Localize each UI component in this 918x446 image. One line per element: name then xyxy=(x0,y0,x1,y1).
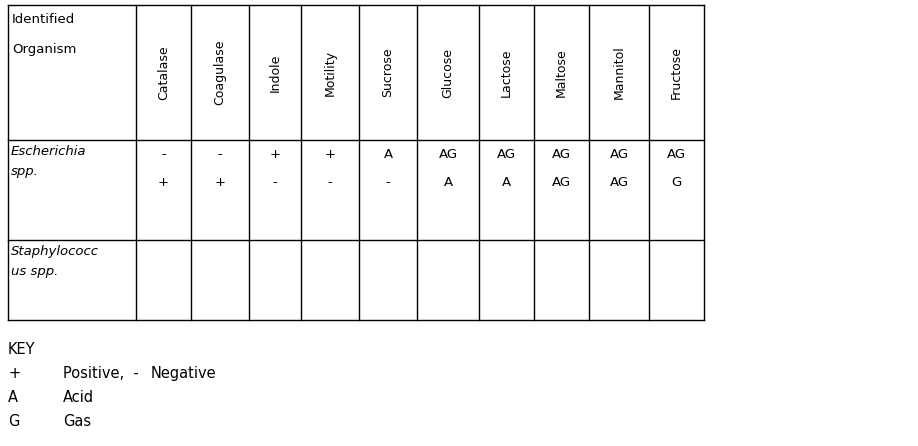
Text: AG: AG xyxy=(552,176,571,189)
Text: -: - xyxy=(162,148,166,161)
Text: +: + xyxy=(158,176,169,189)
Text: AG: AG xyxy=(439,148,457,161)
Text: Mannitol: Mannitol xyxy=(612,45,625,99)
Text: AG: AG xyxy=(552,148,571,161)
Text: A: A xyxy=(502,176,511,189)
Text: Coagulase: Coagulase xyxy=(214,40,227,105)
Text: us spp.: us spp. xyxy=(11,265,59,278)
Text: Motility: Motility xyxy=(323,50,337,95)
Text: Staphylococc: Staphylococc xyxy=(11,245,99,258)
Text: spp.: spp. xyxy=(11,165,39,178)
Text: AG: AG xyxy=(497,148,516,161)
Text: G: G xyxy=(8,414,19,429)
Text: AG: AG xyxy=(610,148,629,161)
Text: Identified: Identified xyxy=(12,13,75,26)
Text: Fructose: Fructose xyxy=(670,46,683,99)
Text: Maltose: Maltose xyxy=(555,48,568,97)
Text: Negative: Negative xyxy=(151,366,217,381)
Text: Acid: Acid xyxy=(63,390,95,405)
Text: -: - xyxy=(386,176,390,189)
Text: KEY: KEY xyxy=(8,342,36,357)
Text: AG: AG xyxy=(610,176,629,189)
Text: Gas: Gas xyxy=(63,414,91,429)
Text: Indole: Indole xyxy=(268,54,282,92)
Text: -: - xyxy=(218,148,222,161)
Text: -: - xyxy=(273,176,277,189)
Text: AG: AG xyxy=(667,148,686,161)
Text: Catalase: Catalase xyxy=(157,45,170,100)
Text: +: + xyxy=(324,148,335,161)
Text: +: + xyxy=(8,366,20,381)
Text: Escherichia: Escherichia xyxy=(11,145,86,158)
Text: Positive,  -: Positive, - xyxy=(63,366,139,381)
Text: A: A xyxy=(443,176,453,189)
Text: G: G xyxy=(671,176,682,189)
Text: +: + xyxy=(215,176,226,189)
Text: A: A xyxy=(384,148,393,161)
Text: Lactose: Lactose xyxy=(500,48,513,97)
Text: Sucrose: Sucrose xyxy=(382,48,395,97)
Text: A: A xyxy=(8,390,18,405)
Text: Glucose: Glucose xyxy=(442,48,454,98)
Text: -: - xyxy=(328,176,332,189)
Text: +: + xyxy=(270,148,281,161)
Text: Organism: Organism xyxy=(12,43,76,56)
